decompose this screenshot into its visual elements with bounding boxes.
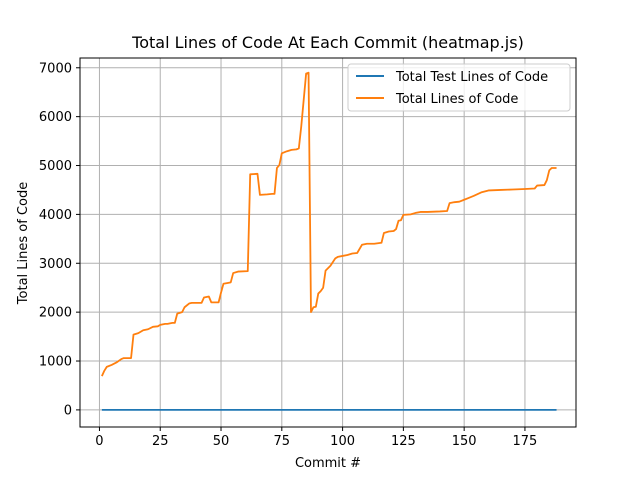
y-axis-label: Total Lines of Code bbox=[16, 182, 31, 305]
x-axis-label: Commit # bbox=[295, 456, 361, 471]
x-tick-label: 50 bbox=[213, 434, 230, 449]
x-tick-label: 150 bbox=[452, 434, 477, 449]
series-line-1 bbox=[101, 71, 557, 377]
x-tick-label: 0 bbox=[95, 434, 103, 449]
x-axis: 0 25 50 75 100 125 150 175 bbox=[95, 427, 537, 449]
x-tick-label: 125 bbox=[391, 434, 416, 449]
series-group bbox=[101, 71, 557, 411]
y-tick-label: 3000 bbox=[39, 257, 72, 272]
y-tick-label: 1000 bbox=[39, 355, 72, 370]
plot-frame bbox=[79, 57, 577, 428]
y-tick-label: 2000 bbox=[39, 306, 72, 321]
y-tick-label: 0 bbox=[64, 403, 72, 418]
legend-label-total: Total Lines of Code bbox=[395, 92, 518, 107]
x-tick-label: 25 bbox=[152, 434, 169, 449]
x-tick-label: 75 bbox=[274, 434, 291, 449]
y-tick-label: 7000 bbox=[39, 61, 72, 76]
y-tick-label: 4000 bbox=[39, 208, 72, 223]
legend: Total Test Lines of Code Total Lines of … bbox=[347, 63, 571, 112]
x-tick-label: 175 bbox=[513, 434, 538, 449]
y-tick-label: 5000 bbox=[39, 159, 72, 174]
y-axis: 0 1000 2000 3000 4000 5000 6000 7000 bbox=[39, 61, 80, 418]
legend-box bbox=[347, 63, 571, 112]
x-tick-label: 100 bbox=[330, 434, 355, 449]
y-tick-label: 6000 bbox=[39, 110, 72, 125]
chart-title: Total Lines of Code At Each Commit (heat… bbox=[131, 33, 524, 52]
legend-label-test: Total Test Lines of Code bbox=[395, 70, 548, 85]
